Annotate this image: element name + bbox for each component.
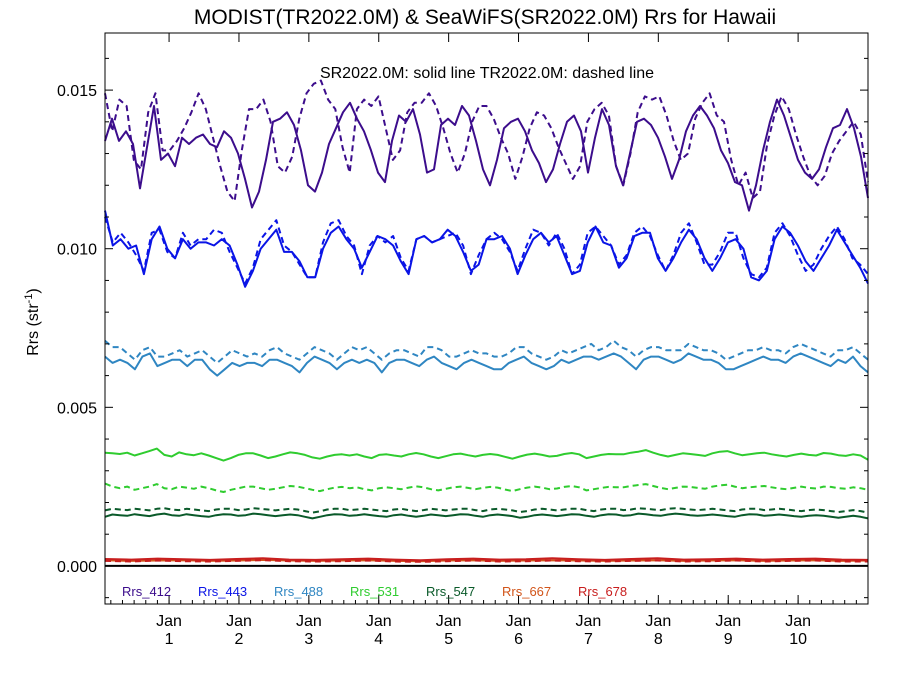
legend-item-rrs-547: Rrs_547: [426, 584, 475, 599]
series-line-531-dashed: [104, 482, 869, 493]
x-tick-label-month: Jan: [436, 613, 462, 630]
x-tick-label-year: 1: [165, 631, 174, 648]
legend: Rrs_412 Rrs_443 Rrs_488 Rrs_531 Rrs_547 Rrs_6…: [122, 584, 627, 599]
series-line-412-solid: [104, 98, 869, 212]
x-tick-label-year: 5: [444, 631, 453, 648]
series-line-547-solid: [104, 512, 869, 520]
x-tick-label-month: Jan: [576, 613, 602, 630]
x-tick-label-month: Jan: [715, 613, 741, 630]
x-tick-label-year: 3: [304, 631, 313, 648]
series-line-488-solid: [104, 352, 869, 377]
legend-item-rrs-443: Rrs_443: [198, 584, 247, 599]
series-line-443-dashed: [104, 216, 869, 285]
x-tick-label-year: 10: [789, 631, 807, 648]
legend-item-rrs-531: Rrs_531: [350, 584, 399, 599]
series-layer: [104, 79, 869, 563]
plot-frame: [104, 32, 869, 605]
x-tick-label-year: 9: [724, 631, 733, 648]
x-tick-label-year: 7: [584, 631, 593, 648]
x-tick-label-month: Jan: [226, 613, 252, 630]
legend-item-rrs-678: Rrs_678: [578, 584, 627, 599]
series-line-678-solid: [104, 557, 869, 562]
y-tick-label: 0.015: [57, 83, 97, 100]
x-tick-label-month: Jan: [296, 613, 322, 630]
series-line-547-dashed: [104, 507, 869, 514]
x-tick-label-year: 2: [235, 631, 244, 648]
y-tick-label: 0.000: [57, 559, 97, 576]
x-tick-label-month: Jan: [156, 613, 182, 630]
legend-item-rrs-412: Rrs_412: [122, 584, 171, 599]
y-tick-label: 0.010: [57, 242, 97, 259]
x-tick-label-year: 8: [654, 631, 663, 648]
series-line-488-dashed: [104, 339, 869, 364]
series-line-531-solid: [104, 447, 869, 462]
x-tick-label-month: Jan: [645, 613, 671, 630]
y-axis-label: Rrs (str-1): [23, 288, 42, 356]
chart-title: MODIST(TR2022.0M) & SeaWiFS(SR2022.0M) R…: [194, 6, 776, 29]
x-tick-label-year: 6: [514, 631, 523, 648]
legend-item-rrs-488: Rrs_488: [274, 584, 323, 599]
axis-layer: 0.0000.0050.0100.015Jan1Jan2Jan3Jan4Jan5…: [57, 33, 868, 648]
series-line-412-dashed: [104, 79, 869, 203]
x-tick-label-year: 4: [374, 631, 383, 648]
x-tick-label-month: Jan: [785, 613, 811, 630]
series-line-678-dashed: [104, 559, 868, 563]
y-tick-label: 0.005: [57, 400, 97, 417]
legend-item-rrs-667: Rrs_667: [502, 584, 551, 599]
x-tick-label-month: Jan: [366, 613, 392, 630]
line-style-note: SR2022.0M: solid line TR2022.0M: dashed …: [320, 65, 654, 82]
x-tick-label-month: Jan: [506, 613, 532, 630]
